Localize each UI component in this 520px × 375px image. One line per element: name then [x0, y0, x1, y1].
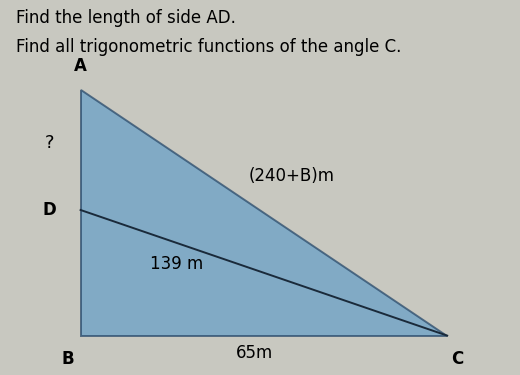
- Text: C: C: [451, 350, 464, 368]
- Text: Find all trigonometric functions of the angle C.: Find all trigonometric functions of the …: [16, 38, 401, 56]
- Text: A: A: [74, 57, 87, 75]
- Text: Find the length of side AD.: Find the length of side AD.: [16, 9, 236, 27]
- Text: ?: ?: [45, 134, 54, 152]
- Text: B: B: [61, 350, 74, 368]
- Text: (240+B)m: (240+B)m: [248, 167, 334, 185]
- Text: D: D: [43, 201, 56, 219]
- Text: 65m: 65m: [236, 344, 274, 362]
- Text: 139 m: 139 m: [150, 255, 203, 273]
- Polygon shape: [81, 90, 447, 336]
